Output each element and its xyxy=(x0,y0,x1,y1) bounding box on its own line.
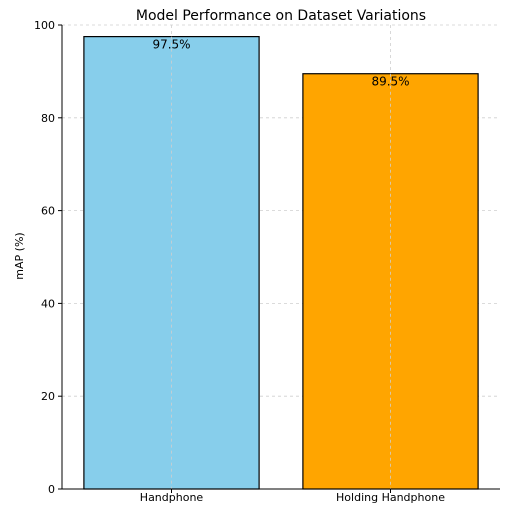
chart-title: Model Performance on Dataset Variations xyxy=(136,8,426,24)
bars-layer xyxy=(83,35,479,490)
y-tick-label-3: 60 xyxy=(41,205,55,218)
y-axis-label: mAP (%) xyxy=(13,232,26,279)
y-tick-label-0: 0 xyxy=(48,483,55,496)
x-tick-label-1: Holding Handphone xyxy=(336,491,445,504)
y-tick-label-4: 80 xyxy=(41,112,55,125)
bar-0 xyxy=(83,35,260,490)
axes-layer: 0 20 40 60 80 100 Handphone Holding Handphone xyxy=(34,19,500,504)
y-tick-label-2: 40 xyxy=(41,297,55,310)
labels-layer: 97.5% 89.5% xyxy=(152,38,409,89)
y-tick-label-1: 20 xyxy=(41,390,55,403)
x-tick-label-0: Handphone xyxy=(140,491,204,504)
data-label-0: 97.5% xyxy=(152,38,190,52)
data-label-1: 89.5% xyxy=(371,75,409,89)
y-tick-label-5: 100 xyxy=(34,19,55,32)
